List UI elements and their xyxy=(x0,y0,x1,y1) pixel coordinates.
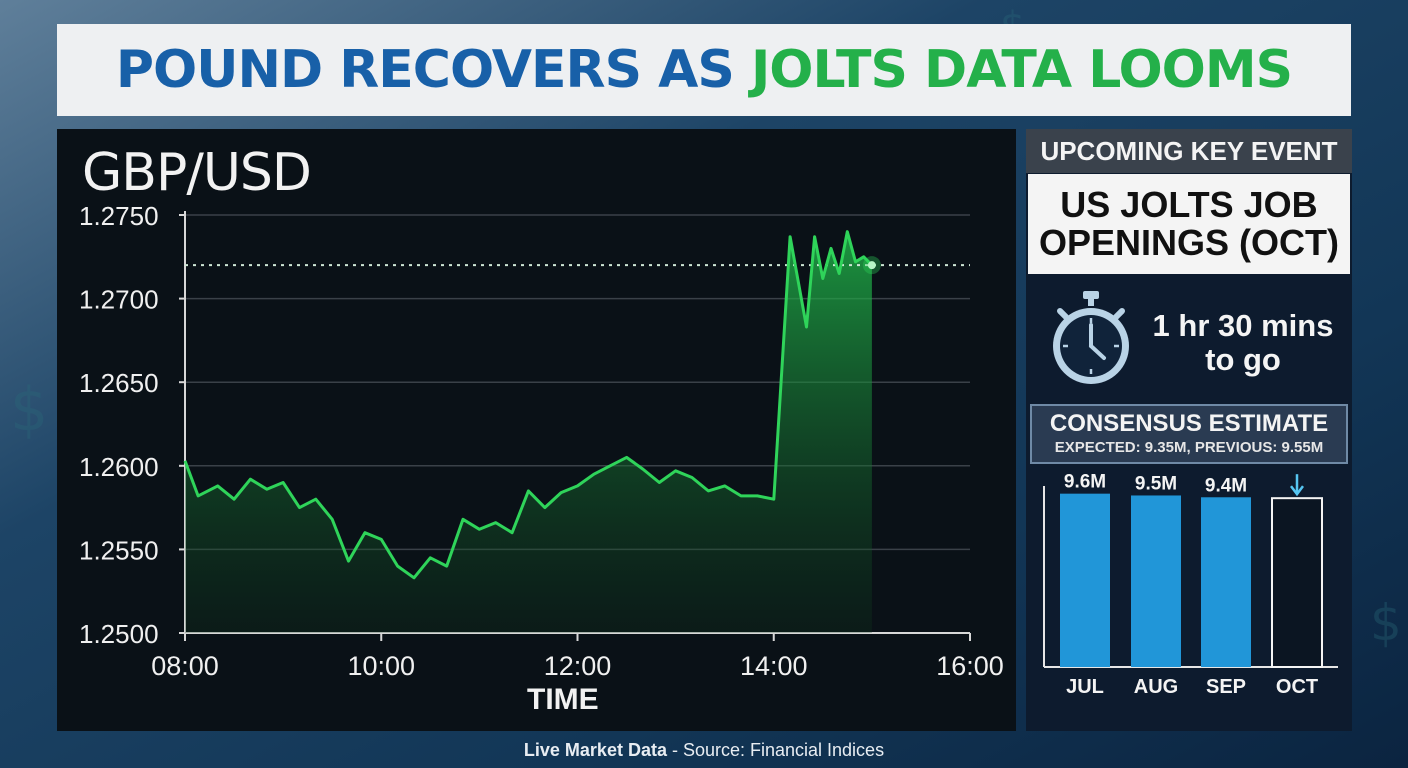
event-title-line2: OPENINGS (OCT) xyxy=(1038,222,1339,263)
headline-banner: POUND RECOVERS AS JOLTS DATA LOOMS xyxy=(57,24,1351,116)
x-tick-label: 08:00 xyxy=(151,651,219,681)
stopwatch-icon xyxy=(1053,291,1129,384)
footer-bold: Live Market Data xyxy=(523,740,667,760)
bar-data-label: 9.4M xyxy=(1205,475,1247,496)
y-tick-label: 1.2650 xyxy=(79,368,159,398)
bar-data-label: 9.6M xyxy=(1064,474,1106,493)
forecast-arrow-icon xyxy=(1290,485,1304,497)
consensus-title: CONSENSUS ESTIMATE xyxy=(1049,410,1329,437)
y-tick-label: 1.2550 xyxy=(79,535,159,565)
bar-category-label: OCT xyxy=(1276,676,1318,698)
y-tick-label: 1.2500 xyxy=(79,619,159,649)
x-tick-label: 12:00 xyxy=(544,651,612,681)
bar-jul xyxy=(1060,493,1110,667)
svg-text:$: $ xyxy=(1370,594,1402,652)
series-area xyxy=(185,231,872,633)
chart-title: GBP/USD xyxy=(82,143,312,203)
jolts-bar-chart: 9.6MJUL9.5MAUG9.4MSEPTODAYFORECAST:9.35M… xyxy=(1043,474,1338,698)
footer-rest: - Source: Financial Indices xyxy=(666,740,885,760)
y-tick-label: 1.2600 xyxy=(79,452,159,482)
headline-part1: POUND RECOVERS AS xyxy=(115,40,735,100)
bar-data-label: 9.5M xyxy=(1135,474,1177,494)
countdown-line2: to go xyxy=(1205,342,1281,377)
event-panel: UPCOMING KEY EVENT US JOLTS JOB OPENINGS… xyxy=(1026,129,1352,731)
last-point xyxy=(867,261,876,270)
countdown-text: 1 hr 30 mins to go xyxy=(1138,309,1348,377)
x-axis-title: TIME xyxy=(527,683,599,716)
y-tick-label: 1.2700 xyxy=(79,285,159,315)
bar-forecast xyxy=(1271,497,1323,668)
svg-text:$: $ xyxy=(10,375,48,445)
event-title-line1: US JOLTS JOB xyxy=(1060,184,1318,225)
bar-aug xyxy=(1131,495,1181,667)
event-header: UPCOMING KEY EVENT xyxy=(1026,129,1352,173)
event-title: US JOLTS JOB OPENINGS (OCT) xyxy=(1028,174,1350,274)
footer-source: Live Market Data - Source: Financial Ind… xyxy=(0,740,1408,761)
bar-sep xyxy=(1201,497,1251,667)
gbpusd-line-chart: 1.2500 1.2550 1.2600 1.2650 1.2700 1.2750 08:… xyxy=(79,201,1004,681)
y-tick-label: 1.2750 xyxy=(79,201,159,231)
x-tick-label: 14:00 xyxy=(740,651,808,681)
bar-category-label: SEP xyxy=(1206,676,1246,698)
series-line xyxy=(183,230,873,580)
consensus-box: CONSENSUS ESTIMATE EXPECTED: 9.35M, PREV… xyxy=(1030,404,1348,464)
headline-part2: JOLTS DATA LOOMS xyxy=(750,40,1293,100)
bar-category-label: JUL xyxy=(1066,676,1104,698)
x-tick-label: 10:00 xyxy=(347,651,415,681)
chart-panel: 1.2500 1.2550 1.2600 1.2650 1.2700 1.2750 08:… xyxy=(57,129,1016,731)
consensus-detail: EXPECTED: 9.35M, PREVIOUS: 9.55M xyxy=(1054,439,1324,456)
countdown-line1: 1 hr 30 mins xyxy=(1152,308,1334,343)
x-tick-label: 16:00 xyxy=(936,651,1004,681)
bar-category-label: AUG xyxy=(1134,676,1178,698)
